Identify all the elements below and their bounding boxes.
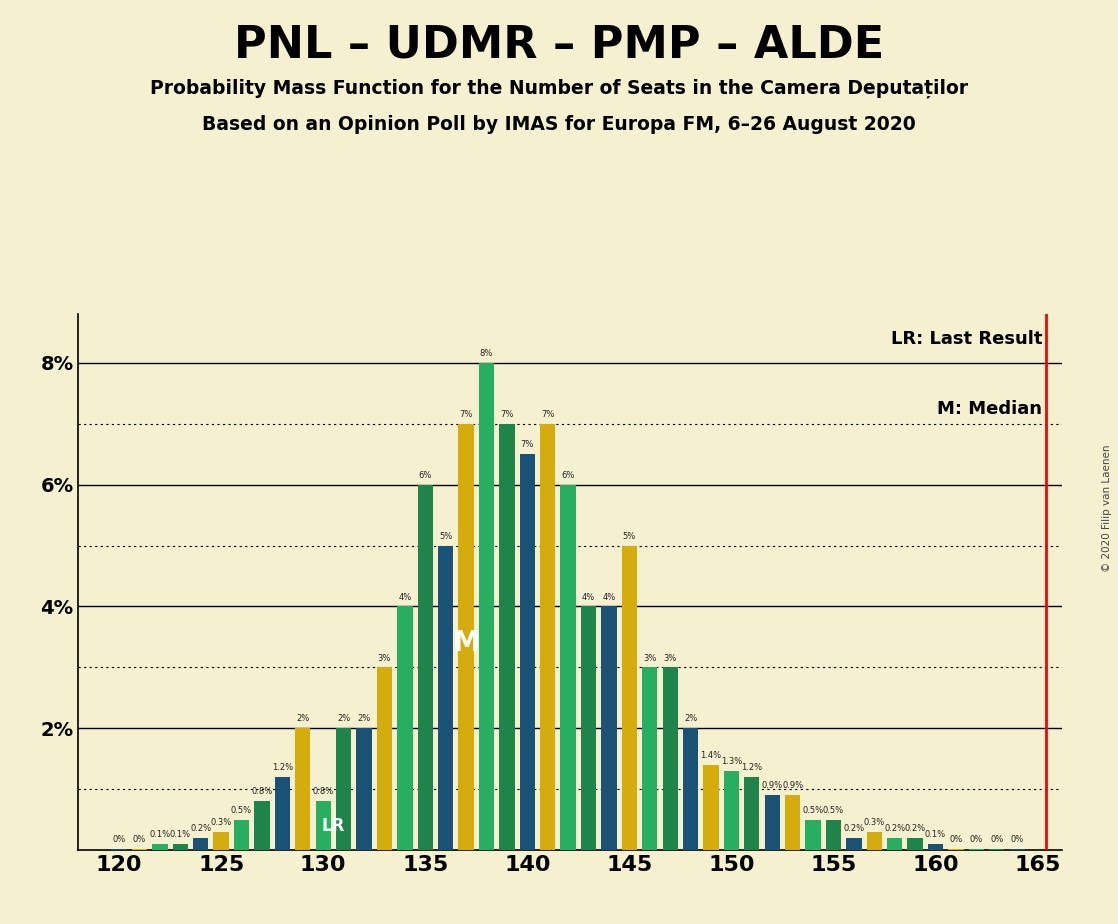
Text: 5%: 5% xyxy=(623,531,636,541)
Text: © 2020 Filip van Laenen: © 2020 Filip van Laenen xyxy=(1102,444,1112,572)
Text: 0.2%: 0.2% xyxy=(884,824,906,833)
Text: 0%: 0% xyxy=(1011,835,1024,844)
Bar xyxy=(377,667,392,850)
Bar xyxy=(846,838,862,850)
Bar xyxy=(948,849,964,850)
Bar xyxy=(601,606,617,850)
Text: 0.1%: 0.1% xyxy=(170,830,191,839)
Text: LR: Last Result: LR: Last Result xyxy=(891,330,1042,348)
Text: 0%: 0% xyxy=(949,835,963,844)
Bar xyxy=(112,849,126,850)
Text: 7%: 7% xyxy=(459,410,473,419)
Bar xyxy=(540,424,556,850)
Text: 6%: 6% xyxy=(418,471,432,480)
Text: 0.2%: 0.2% xyxy=(904,824,926,833)
Text: 2%: 2% xyxy=(337,714,350,723)
Bar xyxy=(663,667,678,850)
Bar xyxy=(520,455,536,850)
Text: 1.3%: 1.3% xyxy=(721,757,742,766)
Bar xyxy=(458,424,474,850)
Bar xyxy=(418,485,433,850)
Bar xyxy=(908,838,922,850)
Text: 2%: 2% xyxy=(296,714,310,723)
Text: 0.2%: 0.2% xyxy=(190,824,211,833)
Bar xyxy=(357,728,371,850)
Bar xyxy=(765,796,780,850)
Bar xyxy=(397,606,413,850)
Text: Based on an Opinion Poll by IMAS for Europa FM, 6–26 August 2020: Based on an Opinion Poll by IMAS for Eur… xyxy=(202,116,916,135)
Text: 4%: 4% xyxy=(603,592,616,602)
Text: 3%: 3% xyxy=(643,653,656,663)
Bar xyxy=(683,728,699,850)
Text: 0.8%: 0.8% xyxy=(252,787,273,796)
Bar xyxy=(254,801,269,850)
Text: 7%: 7% xyxy=(541,410,555,419)
Text: 0%: 0% xyxy=(969,835,983,844)
Text: 0.5%: 0.5% xyxy=(823,806,844,815)
Bar xyxy=(989,849,1004,850)
Text: 0.5%: 0.5% xyxy=(803,806,824,815)
Text: 1.2%: 1.2% xyxy=(741,763,762,772)
Bar xyxy=(785,796,800,850)
Text: 3%: 3% xyxy=(663,653,676,663)
Text: 0.1%: 0.1% xyxy=(925,830,946,839)
Bar xyxy=(745,777,759,850)
Text: 0.9%: 0.9% xyxy=(783,782,803,790)
Bar xyxy=(968,849,984,850)
Text: 3%: 3% xyxy=(378,653,391,663)
Text: 0.2%: 0.2% xyxy=(843,824,864,833)
Bar xyxy=(642,667,657,850)
Bar xyxy=(132,849,148,850)
Text: LR: LR xyxy=(322,817,345,834)
Text: 4%: 4% xyxy=(398,592,411,602)
Text: 2%: 2% xyxy=(684,714,698,723)
Bar xyxy=(214,832,229,850)
Text: 1.4%: 1.4% xyxy=(701,751,721,760)
Text: 0.5%: 0.5% xyxy=(231,806,253,815)
Bar xyxy=(560,485,576,850)
Text: 0.1%: 0.1% xyxy=(150,830,170,839)
Bar xyxy=(172,844,188,850)
Text: 7%: 7% xyxy=(521,441,534,449)
Bar xyxy=(622,545,637,850)
Bar xyxy=(315,801,331,850)
Text: M: M xyxy=(453,629,480,657)
Bar xyxy=(234,820,249,850)
Text: 6%: 6% xyxy=(561,471,575,480)
Bar xyxy=(581,606,596,850)
Bar xyxy=(275,777,290,850)
Bar xyxy=(193,838,208,850)
Text: 0.8%: 0.8% xyxy=(313,787,334,796)
Bar xyxy=(500,424,514,850)
Bar xyxy=(866,832,882,850)
Bar xyxy=(887,838,902,850)
Bar xyxy=(928,844,944,850)
Bar xyxy=(703,765,719,850)
Text: PNL – UDMR – PMP – ALDE: PNL – UDMR – PMP – ALDE xyxy=(234,23,884,67)
Bar xyxy=(295,728,311,850)
Text: 0.3%: 0.3% xyxy=(210,818,231,827)
Bar xyxy=(438,545,453,850)
Bar xyxy=(152,844,168,850)
Bar xyxy=(723,771,739,850)
Text: M: Median: M: Median xyxy=(937,400,1042,418)
Bar xyxy=(826,820,841,850)
Text: 1.2%: 1.2% xyxy=(272,763,293,772)
Bar xyxy=(1010,849,1025,850)
Text: 2%: 2% xyxy=(358,714,371,723)
Text: 4%: 4% xyxy=(582,592,595,602)
Text: Probability Mass Function for the Number of Seats in the Camera Deputaților: Probability Mass Function for the Number… xyxy=(150,79,968,98)
Bar xyxy=(805,820,821,850)
Text: 0%: 0% xyxy=(133,835,146,844)
Text: 0.9%: 0.9% xyxy=(761,782,783,790)
Bar xyxy=(335,728,351,850)
Bar xyxy=(479,363,494,850)
Text: 0%: 0% xyxy=(991,835,1004,844)
Text: 0%: 0% xyxy=(113,835,125,844)
Text: 8%: 8% xyxy=(480,349,493,358)
Text: 0.3%: 0.3% xyxy=(864,818,885,827)
Text: 7%: 7% xyxy=(500,410,513,419)
Text: 5%: 5% xyxy=(439,531,453,541)
